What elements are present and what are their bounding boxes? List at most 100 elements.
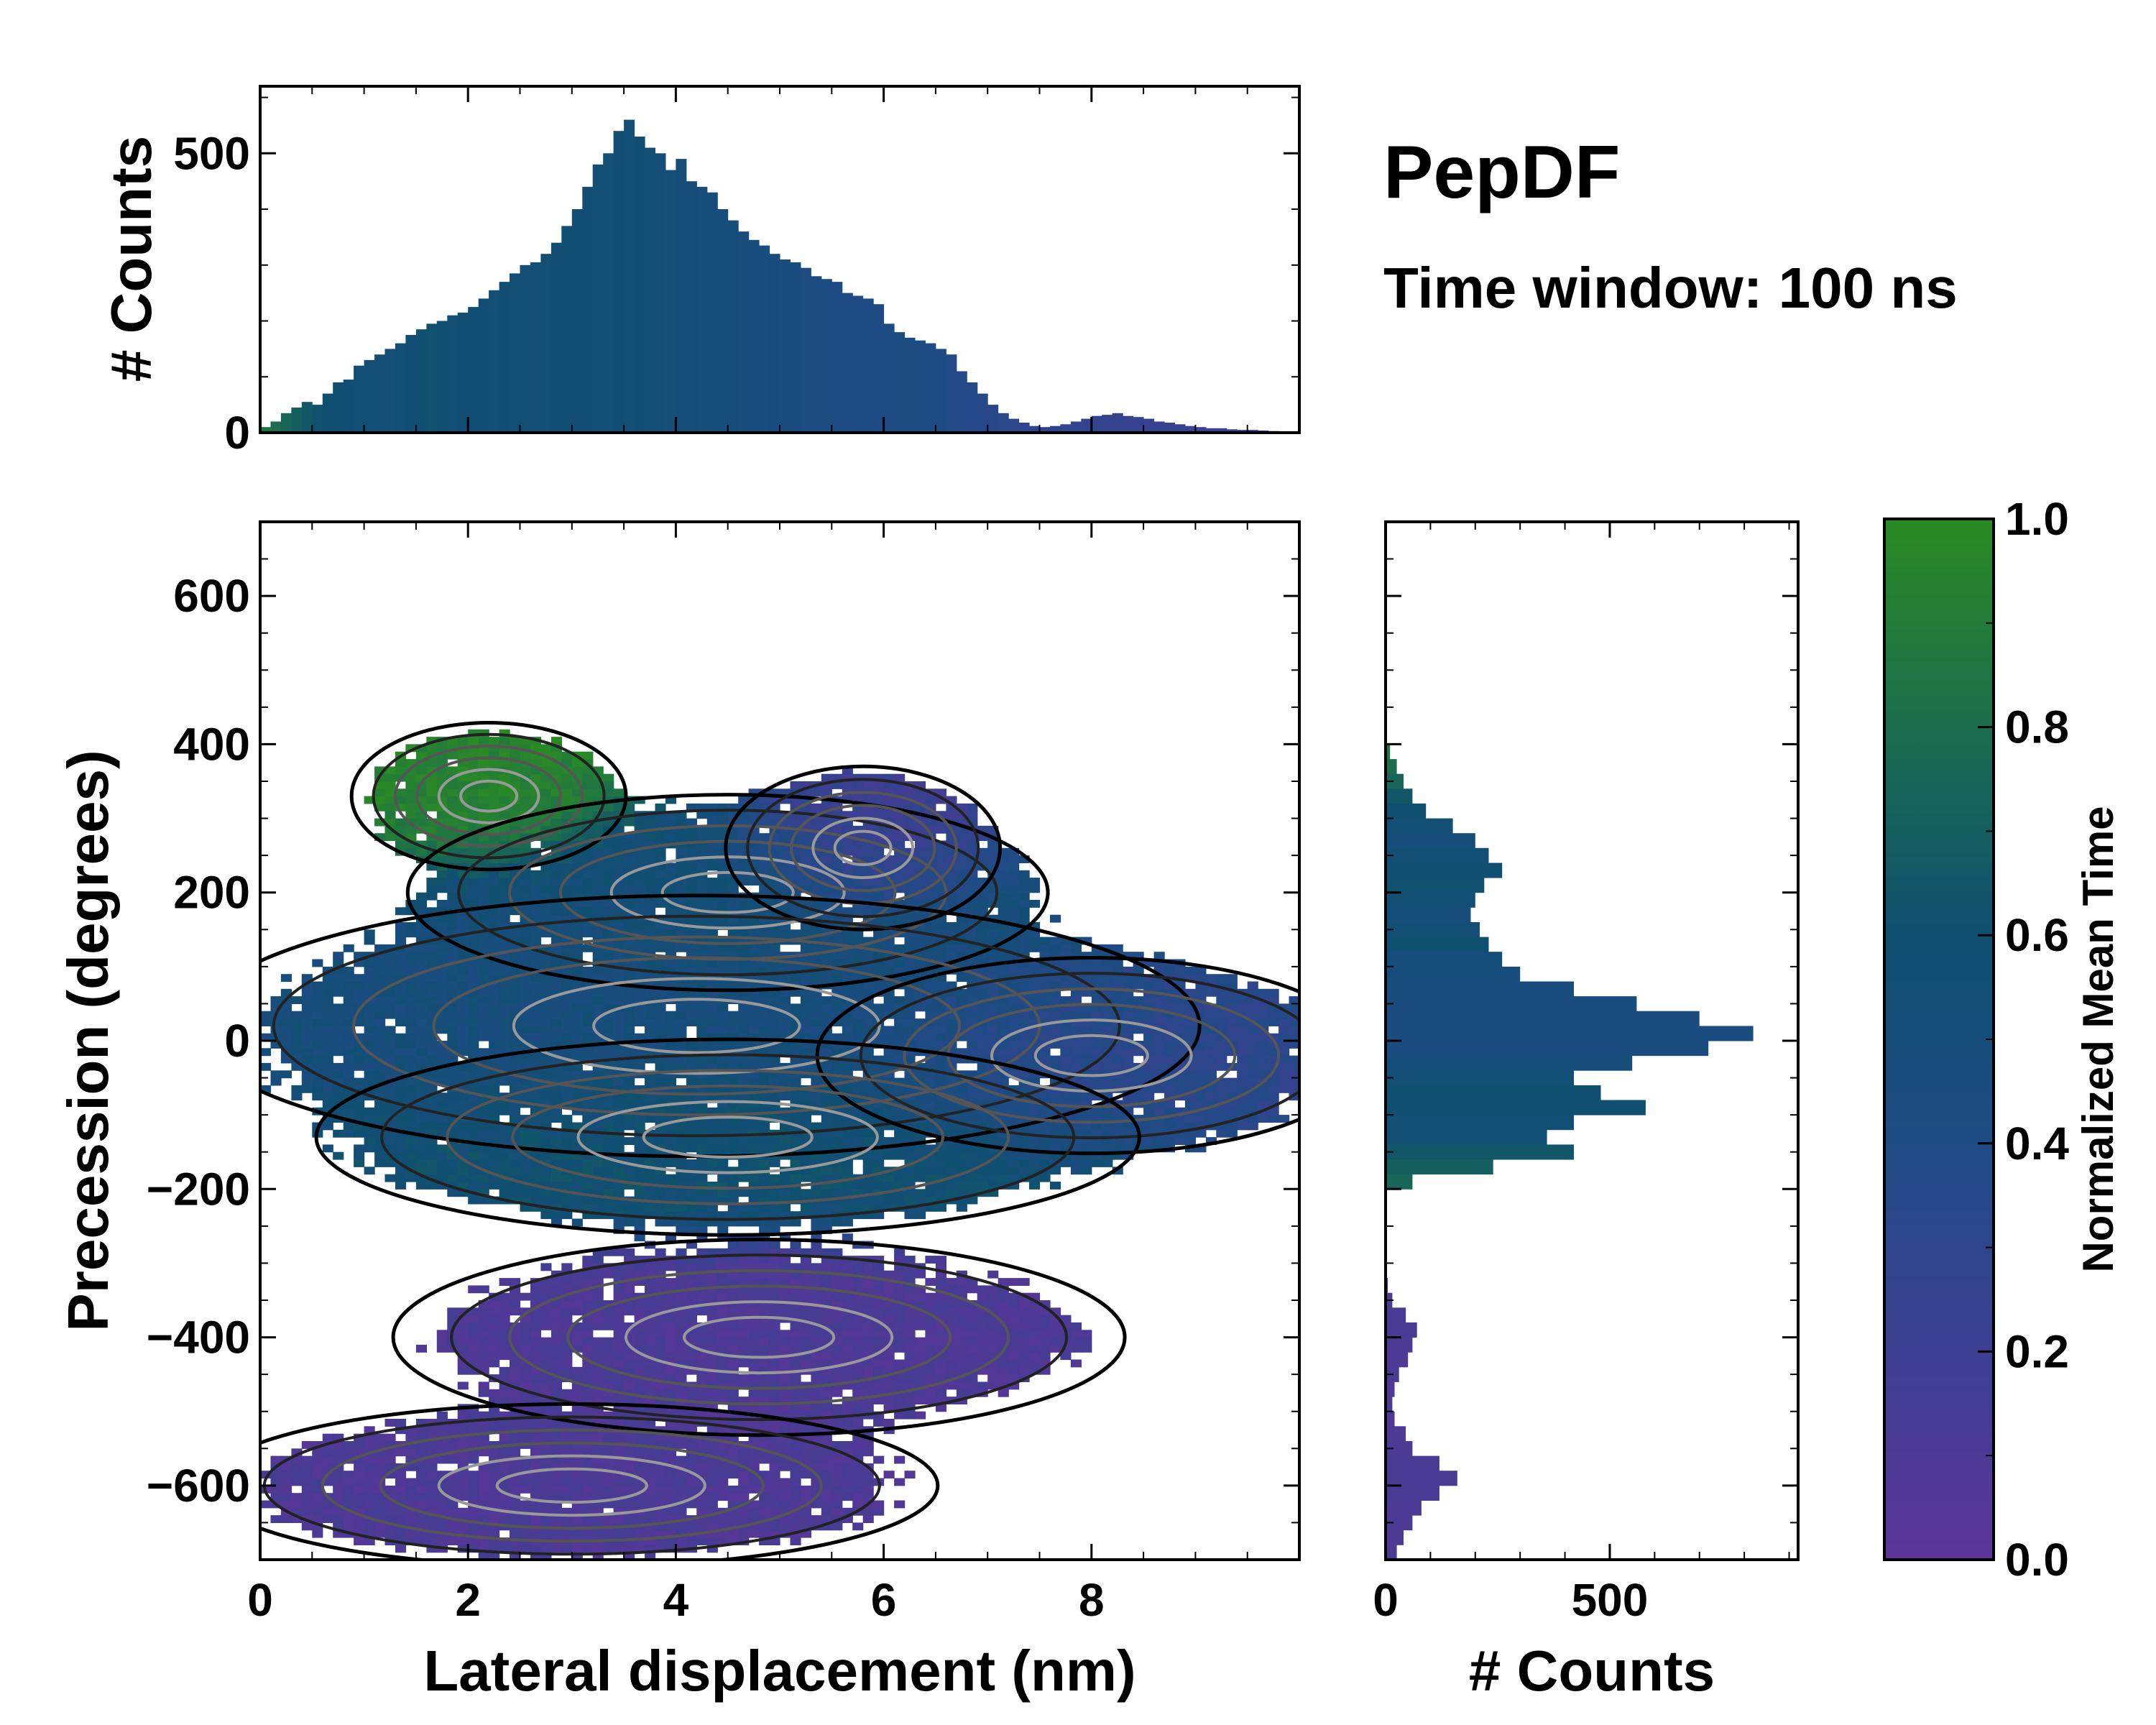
heatmap-cell [457, 1493, 469, 1501]
top-histogram-bar [571, 209, 583, 433]
heatmap-cell [603, 1352, 614, 1361]
heatmap-cell [540, 1055, 552, 1064]
heatmap-cell [676, 1500, 687, 1509]
heatmap-cell [706, 1330, 718, 1338]
heatmap-cell [540, 1285, 552, 1294]
heatmap-cell [571, 1011, 583, 1019]
heatmap-cell [727, 1100, 739, 1108]
heatmap-cell [354, 1441, 365, 1449]
heatmap-cell [624, 1026, 635, 1034]
heatmap-cell [894, 1411, 906, 1420]
heatmap-cell [706, 1129, 718, 1138]
heatmap-cell [811, 974, 822, 983]
heatmap-cell [987, 1285, 999, 1294]
heatmap-cell [540, 1374, 552, 1382]
heatmap-cell [717, 1419, 729, 1427]
heatmap-cell [645, 1381, 656, 1390]
heatmap-cell [738, 1397, 750, 1404]
heatmap-cell [510, 1485, 521, 1494]
heatmap-cell [343, 966, 354, 975]
heatmap-cell [1039, 1048, 1051, 1057]
heatmap-cell [1102, 1026, 1113, 1034]
heatmap-cell [998, 1077, 1009, 1086]
heatmap-cell [811, 1174, 822, 1182]
heatmap-cell [894, 1292, 906, 1301]
heatmap-cell [1226, 1026, 1238, 1034]
heatmap-cell [862, 1129, 874, 1138]
heatmap-cell [717, 1196, 729, 1205]
heatmap-cell [862, 1092, 874, 1101]
heatmap-cell [1008, 1322, 1020, 1330]
heatmap-cell [1050, 988, 1061, 997]
heatmap-cell [790, 1189, 801, 1197]
heatmap-cell [468, 1070, 479, 1079]
heatmap-cell [1050, 1144, 1061, 1153]
heatmap-cell [645, 1359, 656, 1368]
heatmap-cell [561, 996, 573, 1004]
heatmap-cell [894, 1100, 906, 1108]
heatmap-cell [686, 1537, 697, 1545]
heatmap-cell [780, 1077, 791, 1086]
heatmap-cell [998, 1070, 1009, 1079]
heatmap-cell [915, 1285, 926, 1294]
heatmap-cell [489, 1062, 500, 1071]
heatmap-cell [759, 1270, 770, 1279]
heatmap-cell [811, 1426, 822, 1435]
heatmap-cell [291, 1062, 303, 1071]
heatmap-cell [322, 1062, 333, 1071]
heatmap-cell [571, 1062, 583, 1071]
heatmap-cell [769, 1182, 780, 1190]
heatmap-cell [665, 1196, 676, 1205]
heatmap-cell [405, 1515, 417, 1523]
heatmap-cell [571, 1344, 583, 1353]
heatmap-cell [873, 1211, 885, 1220]
heatmap-cell [343, 1055, 354, 1064]
heatmap-cell [769, 1381, 780, 1390]
heatmap-cell [727, 1137, 739, 1145]
heatmap-cell [634, 1478, 645, 1486]
heatmap-cell [634, 1270, 645, 1279]
heatmap-cell [550, 1189, 562, 1197]
heatmap-cell [915, 1300, 926, 1308]
heatmap-cell [322, 1092, 333, 1101]
heatmap-cell [540, 1404, 552, 1412]
heatmap-cell [405, 1033, 417, 1041]
heatmap-cell [468, 1159, 479, 1167]
heatmap-cell [374, 1159, 386, 1167]
heatmap-cell [478, 1419, 489, 1427]
heatmap-cell [769, 1278, 780, 1286]
heatmap-cell [354, 996, 365, 1004]
heatmap-cell [333, 1448, 344, 1457]
heatmap-cell [967, 1352, 978, 1361]
heatmap-cell [1184, 1062, 1196, 1071]
heatmap-cell [759, 1381, 770, 1390]
heatmap-cell [645, 1463, 656, 1471]
heatmap-cell [904, 1070, 916, 1079]
heatmap-cell [1133, 1011, 1144, 1019]
heatmap-cell [738, 1048, 750, 1057]
heatmap-cell [1091, 1041, 1102, 1049]
heatmap-cell [478, 1389, 489, 1397]
heatmap-cell [624, 1033, 635, 1041]
heatmap-cell [510, 1330, 521, 1338]
heatmap-cell [354, 1485, 365, 1494]
heatmap-cell [468, 996, 479, 1004]
heatmap-cell [645, 1026, 656, 1034]
heatmap-cell [645, 1055, 656, 1064]
heatmap-cell [489, 1055, 500, 1064]
heatmap-cell [1102, 1062, 1113, 1071]
heatmap-cell [540, 1151, 552, 1160]
heatmap-cell [998, 1041, 1009, 1049]
heatmap-cell [1070, 1322, 1082, 1330]
heatmap-cell [696, 1278, 708, 1286]
heatmap-cell [769, 1115, 780, 1123]
heatmap-cell [748, 1203, 760, 1212]
heatmap-cell [821, 1471, 832, 1479]
heatmap-cell [873, 1159, 885, 1167]
heatmap-cell [478, 1307, 489, 1316]
heatmap-cell [613, 1100, 625, 1108]
heatmap-cell [665, 1433, 676, 1442]
heatmap-cell [603, 1137, 614, 1145]
heatmap-cell [645, 1515, 656, 1523]
heatmap-cell [800, 1285, 811, 1294]
